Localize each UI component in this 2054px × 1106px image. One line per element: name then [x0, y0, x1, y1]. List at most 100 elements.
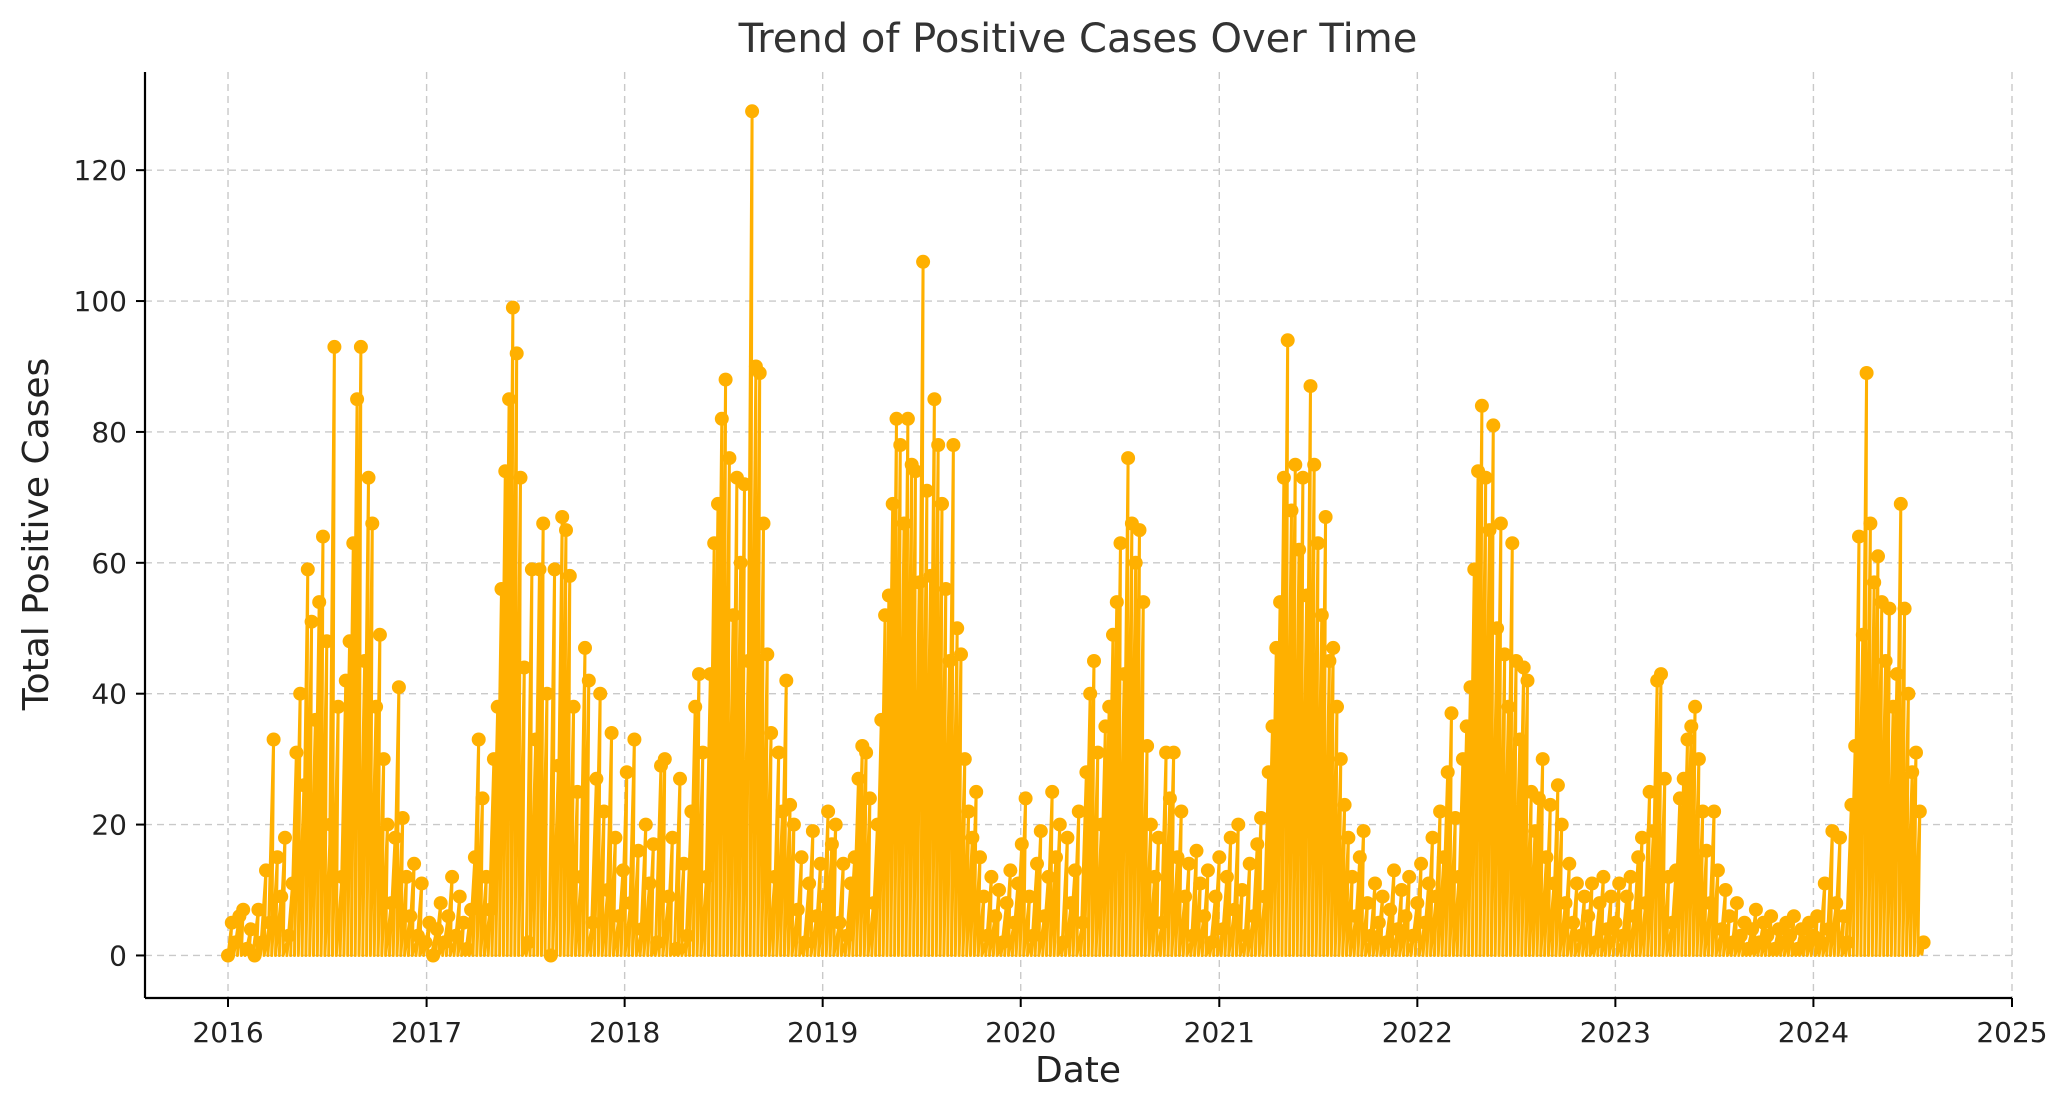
data-point — [969, 784, 984, 799]
data-point — [631, 843, 646, 858]
data-point — [703, 667, 718, 682]
data-point — [695, 745, 710, 760]
data-point — [1121, 451, 1136, 466]
data-point — [836, 856, 851, 871]
data-point — [1783, 928, 1798, 943]
data-point — [418, 935, 433, 950]
chart-title: Trend of Positive Cases Over Time — [738, 16, 1418, 62]
data-point — [1087, 654, 1101, 668]
data-point — [1764, 909, 1779, 924]
data-point — [342, 634, 357, 649]
data-point — [1855, 627, 1870, 642]
y-tick-label: 80 — [91, 416, 127, 449]
data-point — [1052, 817, 1067, 832]
data-point — [403, 909, 418, 924]
data-point — [312, 595, 327, 610]
data-point — [635, 922, 649, 937]
data-point — [502, 392, 517, 407]
data-point — [1322, 654, 1337, 668]
data-point — [665, 830, 680, 845]
data-point — [1573, 928, 1588, 943]
data-point — [1383, 902, 1398, 917]
data-point — [391, 680, 406, 695]
data-point — [1833, 830, 1847, 845]
data-point — [1452, 869, 1467, 884]
data-point — [1170, 850, 1185, 865]
data-point — [657, 752, 672, 767]
data-point — [684, 804, 699, 819]
data-point — [885, 496, 900, 511]
data-point — [456, 915, 471, 930]
data-point — [938, 582, 953, 596]
data-point — [452, 889, 467, 904]
data-point — [912, 575, 927, 590]
data-point — [866, 896, 881, 911]
data-point — [1722, 909, 1737, 924]
data-point — [881, 588, 896, 603]
data-point — [1505, 536, 1520, 551]
data-point — [794, 850, 809, 865]
x-tick-label: 2024 — [1778, 1016, 1849, 1049]
data-point — [707, 536, 722, 551]
data-point — [1581, 909, 1596, 924]
data-point — [984, 869, 999, 884]
data-point — [1098, 719, 1113, 734]
data-point — [437, 935, 452, 950]
data-point — [1436, 850, 1451, 865]
data-point — [574, 869, 589, 884]
data-point — [722, 451, 737, 466]
data-point — [536, 516, 551, 531]
data-point — [448, 928, 463, 943]
data-point — [1467, 562, 1482, 577]
data-point — [1493, 516, 1508, 531]
data-point — [1638, 896, 1653, 911]
data-point — [650, 935, 665, 950]
data-point — [1136, 595, 1151, 610]
data-point — [1554, 817, 1569, 832]
data-point — [1486, 418, 1501, 433]
data-point — [316, 529, 330, 544]
data-point — [338, 673, 353, 688]
data-point — [1550, 778, 1565, 793]
data-point — [805, 824, 820, 839]
data-point — [980, 928, 995, 943]
data-point — [1890, 667, 1904, 682]
data-point — [1672, 791, 1687, 806]
data-point — [1657, 771, 1672, 786]
data-point — [783, 797, 798, 812]
data-point — [1227, 902, 1242, 917]
data-point — [1231, 817, 1246, 832]
data-point — [1440, 765, 1455, 780]
data-point — [1368, 876, 1382, 891]
data-point — [365, 516, 380, 531]
data-point — [1745, 922, 1760, 937]
data-point — [1829, 896, 1844, 911]
data-point — [1041, 869, 1056, 884]
data-point — [1079, 765, 1094, 780]
data-point — [1174, 804, 1189, 819]
data-point — [300, 562, 315, 577]
data-point — [1007, 915, 1022, 930]
data-point — [813, 856, 828, 871]
x-axis-label: Date — [1035, 1050, 1121, 1091]
data-point — [688, 699, 703, 714]
data-point — [733, 555, 748, 570]
data-point — [737, 477, 752, 492]
data-point — [1893, 496, 1908, 511]
data-point — [1421, 876, 1436, 891]
data-point — [1280, 333, 1295, 348]
data-point — [992, 883, 1006, 897]
data-point — [714, 411, 729, 426]
data-point — [828, 817, 843, 832]
data-point — [954, 647, 968, 662]
data-point — [399, 869, 414, 884]
series-layer — [221, 104, 1931, 963]
data-point — [376, 752, 391, 767]
data-point — [562, 568, 577, 583]
data-point — [600, 883, 615, 897]
data-point — [1212, 850, 1227, 865]
data-point — [1117, 667, 1132, 682]
data-point — [1699, 843, 1714, 858]
data-point — [1299, 588, 1314, 603]
data-point — [1371, 915, 1386, 930]
